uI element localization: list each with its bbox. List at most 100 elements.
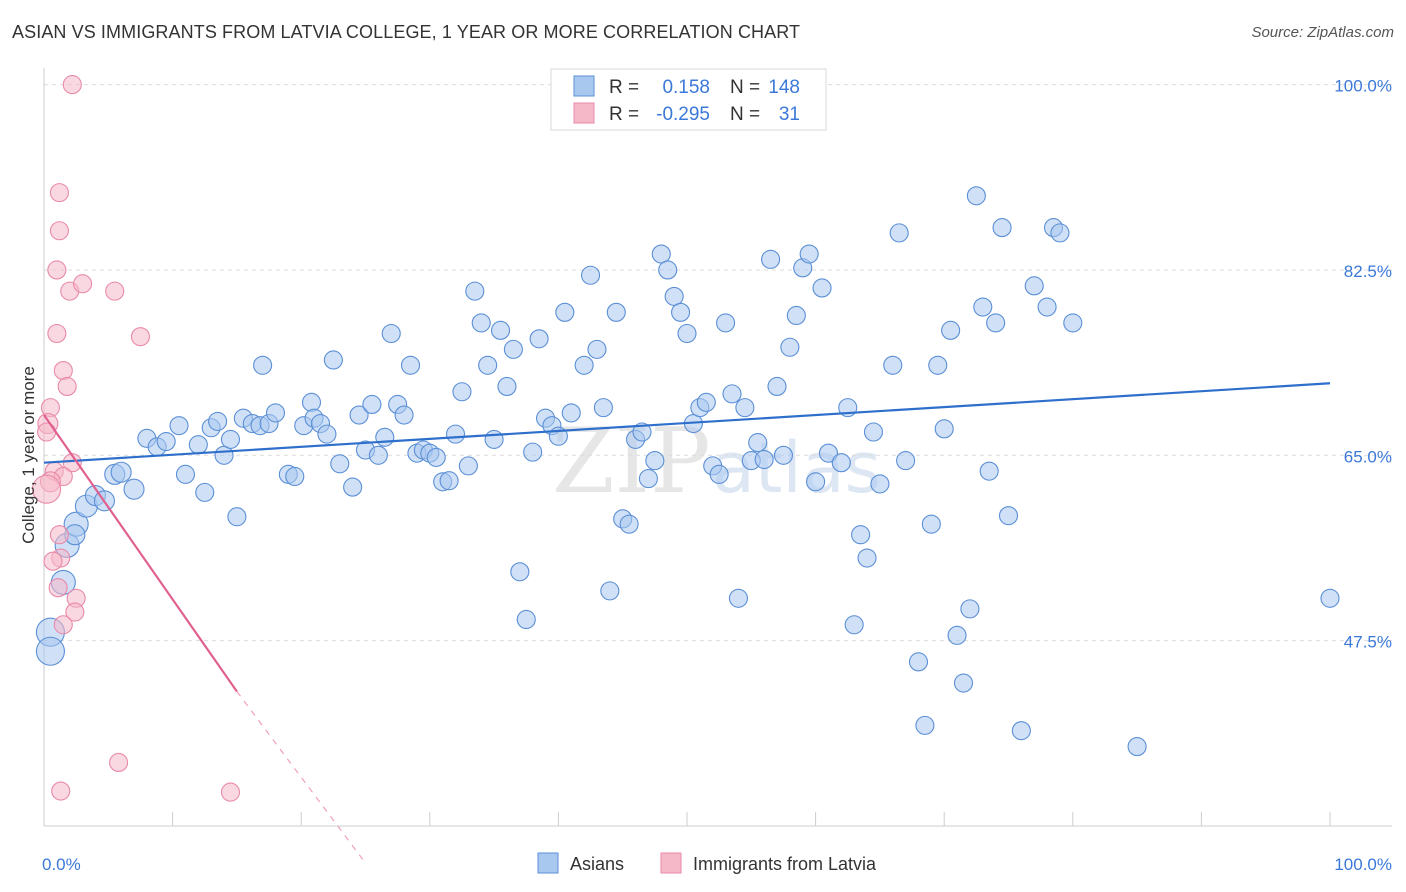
point-0-145 xyxy=(1320,588,1340,608)
point-0-64 xyxy=(503,339,523,359)
point-0-75 xyxy=(580,265,601,285)
chart-source: Source: ZipAtlas.com xyxy=(1251,24,1394,41)
point-0-88 xyxy=(664,286,684,306)
point-0-125 xyxy=(921,514,941,534)
point-0-136 xyxy=(992,218,1012,238)
point-0-124 xyxy=(915,715,935,735)
axes xyxy=(43,68,1392,827)
point-0-58 xyxy=(465,281,485,301)
y-tick-label-0: 100.0% xyxy=(1334,77,1392,96)
point-1-27 xyxy=(51,781,71,801)
series-legend-swatch-0 xyxy=(537,852,559,874)
point-0-1 xyxy=(35,636,65,666)
legend-r-label-1: R = xyxy=(609,104,639,125)
y-tick-label-3: 47.5% xyxy=(1344,633,1392,652)
point-0-42 xyxy=(362,394,382,415)
point-0-127 xyxy=(934,419,954,439)
point-0-95 xyxy=(709,464,729,484)
point-0-144 xyxy=(1127,737,1147,757)
point-0-102 xyxy=(754,449,774,470)
point-0-81 xyxy=(619,514,639,534)
point-0-45 xyxy=(381,323,401,344)
point-0-131 xyxy=(960,599,980,619)
point-0-118 xyxy=(863,422,884,442)
point-0-129 xyxy=(947,625,967,645)
point-0-15 xyxy=(169,416,189,436)
point-1-22 xyxy=(48,578,68,598)
point-0-62 xyxy=(490,320,511,340)
point-1-28 xyxy=(220,782,241,802)
point-1-24 xyxy=(65,602,85,622)
point-0-132 xyxy=(966,186,986,206)
series-legend-swatch-1 xyxy=(660,852,682,874)
point-0-86 xyxy=(651,244,671,264)
point-0-29 xyxy=(265,403,286,423)
point-0-57 xyxy=(458,456,478,476)
point-0-137 xyxy=(998,506,1019,526)
trend-line-0 xyxy=(43,382,1331,464)
point-0-18 xyxy=(195,482,215,502)
series-legend-label-0: Asians xyxy=(570,854,624,874)
point-0-11 xyxy=(123,478,145,500)
trend-lines xyxy=(43,382,1331,864)
point-1-26 xyxy=(109,752,129,773)
point-0-54 xyxy=(439,471,459,491)
point-0-59 xyxy=(471,313,491,333)
series-1 xyxy=(32,75,241,802)
point-0-44 xyxy=(375,427,395,447)
series-legend-label-1: Immigrants from Latvia xyxy=(693,854,877,874)
point-0-115 xyxy=(844,615,864,635)
point-0-121 xyxy=(889,223,909,243)
point-0-78 xyxy=(600,581,620,601)
point-0-139 xyxy=(1024,276,1044,296)
point-0-73 xyxy=(561,403,581,423)
point-0-130 xyxy=(953,673,974,693)
stats-legend-frame xyxy=(550,68,827,131)
point-0-117 xyxy=(857,548,877,568)
legend-n-value-0: 148 xyxy=(768,77,800,98)
point-0-22 xyxy=(220,429,241,449)
point-1-3 xyxy=(47,260,67,280)
point-0-109 xyxy=(799,244,819,264)
stats-legend: R = 0.158 N = 148 R = -0.295 N = 31 xyxy=(550,68,827,131)
point-0-134 xyxy=(979,461,999,481)
chart-title: ASIAN VS IMMIGRANTS FROM LATVIA COLLEGE,… xyxy=(12,22,801,42)
point-1-13 xyxy=(37,422,57,442)
point-0-110 xyxy=(806,472,826,492)
point-0-39 xyxy=(343,477,363,497)
point-0-21 xyxy=(214,445,234,465)
point-0-37 xyxy=(323,350,343,370)
point-0-104 xyxy=(767,376,787,397)
point-0-112 xyxy=(818,443,839,463)
point-0-106 xyxy=(780,337,800,357)
point-0-20 xyxy=(208,411,228,431)
point-1-0 xyxy=(62,75,82,95)
point-0-47 xyxy=(394,405,414,425)
point-0-140 xyxy=(1037,297,1057,317)
point-0-87 xyxy=(658,260,678,280)
point-0-98 xyxy=(728,588,748,608)
legend-r-value-1: -0.295 xyxy=(656,104,710,125)
x-tick-label-1: 100.0% xyxy=(1334,855,1392,874)
point-0-52 xyxy=(426,447,446,467)
point-1-1 xyxy=(49,183,69,203)
point-0-96 xyxy=(716,313,736,333)
point-0-128 xyxy=(941,320,961,340)
point-1-8 xyxy=(130,327,150,347)
point-0-55 xyxy=(445,424,466,444)
point-1-6 xyxy=(105,281,125,301)
point-0-36 xyxy=(317,424,337,444)
point-0-119 xyxy=(870,474,890,494)
point-0-79 xyxy=(606,302,626,322)
point-0-135 xyxy=(986,313,1006,333)
legend-r-value-0: 0.158 xyxy=(662,77,710,98)
point-1-5 xyxy=(73,274,93,294)
point-0-99 xyxy=(735,398,755,418)
point-0-84 xyxy=(638,469,658,489)
point-0-31 xyxy=(285,466,305,487)
point-0-90 xyxy=(677,323,697,344)
point-0-63 xyxy=(497,376,517,397)
watermark-atlas: atlas xyxy=(712,427,881,509)
point-0-103 xyxy=(761,249,781,269)
point-0-105 xyxy=(773,445,794,465)
